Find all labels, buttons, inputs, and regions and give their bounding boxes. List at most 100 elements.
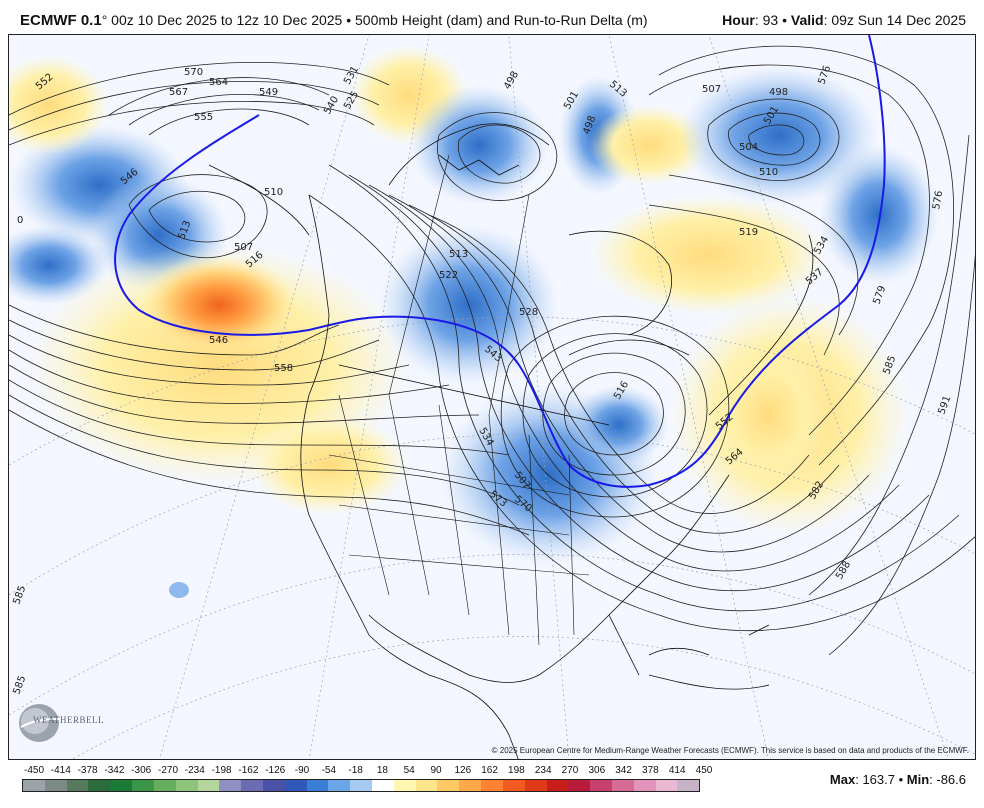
contour-label: 510 xyxy=(264,187,283,198)
contour-label: 507 xyxy=(234,242,253,253)
contour-label: 540 xyxy=(322,94,341,116)
colorbar-tick-label: -54 xyxy=(321,765,337,776)
colorbar-swatch xyxy=(568,780,591,791)
forecast-map[interactable]: 552 570 567 564 555 549 546 513 507 510 … xyxy=(8,34,976,760)
colorbar-tick-label: -162 xyxy=(238,765,259,776)
contour-label: 507 xyxy=(702,84,721,95)
colorbar-tick-label: 198 xyxy=(508,765,525,776)
weatherbell-logo: WEATHERBELL xyxy=(15,701,104,745)
colorbar-tick-label: -450 xyxy=(23,765,45,776)
contour-label: 555 xyxy=(194,112,213,123)
colorbar-tick-label: 234 xyxy=(534,765,552,776)
colorbar xyxy=(22,779,700,792)
colorbar-swatch xyxy=(197,780,220,791)
colorbar-tick-label: -378 xyxy=(77,765,98,776)
colorbar-swatch xyxy=(437,780,460,791)
contour-label: 549 xyxy=(259,87,278,98)
valid-time: Hour: 93 • Valid: 09z Sun 14 Dec 2025 xyxy=(722,12,966,28)
colorbar-swatch xyxy=(153,780,176,791)
colorbar-swatch xyxy=(241,780,263,791)
min-label: Min xyxy=(906,772,930,787)
colorbar-tick-label: -306 xyxy=(131,765,152,776)
contour-label: 504 xyxy=(739,142,758,153)
delta-shading xyxy=(9,45,939,598)
contour-label: 522 xyxy=(439,270,458,281)
colorbar-tick-label: 450 xyxy=(695,765,713,776)
contour-label: 570 xyxy=(184,67,203,78)
colorbar-tick-label: 162 xyxy=(481,765,498,776)
contour-label: 567 xyxy=(169,87,188,98)
colorbar-tick-label: -18 xyxy=(348,765,363,776)
contour-label: 546 xyxy=(209,335,228,346)
colorbar-swatch xyxy=(88,780,111,791)
header-bar: ECMWF 0.1° 00z 10 Dec 2025 to 12z 10 Dec… xyxy=(0,0,984,34)
colorbar-swatch xyxy=(23,780,45,791)
max-label: Max xyxy=(829,772,856,787)
colorbar-swatch xyxy=(262,780,285,791)
colorbar-swatch xyxy=(110,780,133,791)
colorbar-tick-label: -90 xyxy=(294,765,310,776)
colorbar-tick-label: 270 xyxy=(561,765,579,776)
colorbar-swatch xyxy=(66,780,89,791)
model-name: ECMWF 0.1 xyxy=(20,12,102,29)
colorbar-swatch xyxy=(655,780,678,791)
colorbar-tick-label: -234 xyxy=(184,765,205,776)
colorbar-swatch xyxy=(372,780,394,791)
contour-label: 564 xyxy=(209,77,228,88)
run-description: ECMWF 0.1° 00z 10 Dec 2025 to 12z 10 Dec… xyxy=(20,12,648,29)
contour-label: 579 xyxy=(871,284,888,306)
colorbar-swatch xyxy=(328,780,351,791)
colorbar-tick-label: 90 xyxy=(430,765,442,776)
state-borders xyxy=(328,154,590,646)
colorbar-tick-label: 306 xyxy=(588,765,606,776)
contour-label: 519 xyxy=(739,227,758,238)
colorbar-swatch xyxy=(546,780,569,791)
run-text: ° 00z 10 Dec 2025 to 12z 10 Dec 2025 • 5… xyxy=(101,12,648,28)
logo-text: WEATHERBELL xyxy=(33,715,104,725)
coastlines xyxy=(208,123,814,759)
hour-value: : 93 • xyxy=(754,12,791,28)
colorbar-tick-label: -270 xyxy=(157,765,179,776)
colorbar-tick-label: 414 xyxy=(668,765,686,776)
colorbar-swatch xyxy=(502,780,525,791)
contour-label: 528 xyxy=(519,307,538,318)
max-value: : 163.7 • xyxy=(855,772,907,787)
colorbar-swatch xyxy=(590,780,612,791)
contour-label: 576 xyxy=(931,190,945,211)
contour-label: 558 xyxy=(274,363,293,374)
contour-label: 498 xyxy=(502,69,521,91)
contour-label: 591 xyxy=(936,394,953,416)
colorbar-swatch xyxy=(132,780,154,791)
colorbar-swatch xyxy=(633,780,656,791)
contour-label: 0 xyxy=(17,215,23,226)
colorbar-swatch xyxy=(44,780,67,791)
contour-label: 513 xyxy=(449,249,468,260)
colorbar-swatch xyxy=(284,780,307,791)
map-canvas: 552 570 567 564 555 549 546 513 507 510 … xyxy=(9,35,975,759)
valid-value: : 09z Sun 14 Dec 2025 xyxy=(823,12,966,28)
colorbar-tick-label: 126 xyxy=(454,765,472,776)
colorbar-swatch xyxy=(677,780,700,791)
colorbar-tick-label: -342 xyxy=(104,765,125,776)
hour-label: Hour xyxy=(722,12,755,28)
colorbar-swatch xyxy=(393,780,416,791)
contour-label: 585 xyxy=(11,584,28,606)
logo-globe-icon xyxy=(19,704,76,742)
valid-label: Valid xyxy=(790,12,824,28)
colorbar-swatch xyxy=(459,780,482,791)
contour-label: 588 xyxy=(834,559,853,581)
copyright-notice: © 2025 European Centre for Medium-Range … xyxy=(491,746,969,755)
colorbar-tick-label: -126 xyxy=(265,765,286,776)
colorbar-swatch xyxy=(350,780,372,791)
contour-540-highlight xyxy=(114,35,886,488)
colorbar-swatch xyxy=(524,780,547,791)
colorbar-labels: -450 -414 -378 -342 -306 -270 -234 -198 -162 -126… xyxy=(20,765,712,777)
colorbar-tick-label: -414 xyxy=(50,765,71,776)
colorbar-swatch xyxy=(415,780,438,791)
height-contours xyxy=(9,45,975,656)
colorbar-tick-label: -198 xyxy=(211,765,232,776)
contour-label: 498 xyxy=(769,87,788,98)
colorbar-swatch xyxy=(611,780,634,791)
contour-label: 510 xyxy=(759,167,778,178)
colorbar-swatch xyxy=(481,780,503,791)
